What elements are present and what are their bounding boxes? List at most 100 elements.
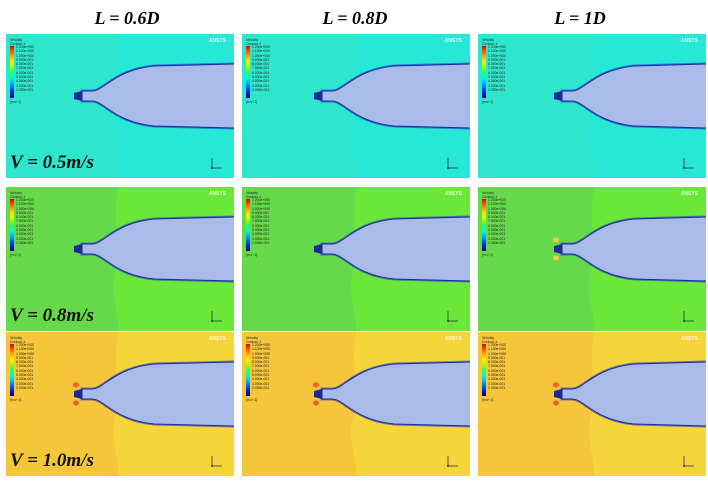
contour-panel: Velocity Contour 1 1.200e+000 1.100e+000 1.0… bbox=[6, 332, 234, 476]
hull-body bbox=[561, 361, 706, 427]
color-bar-ticks: 1.200e+000 1.100e+000 1.000e+000 9.000e-001… bbox=[16, 45, 34, 92]
tick-label: 9.000e-001 bbox=[252, 57, 270, 62]
legend-title: Velocity Contour 1 bbox=[482, 38, 497, 46]
legend-title: Velocity Contour 1 bbox=[10, 191, 25, 199]
legend-contour: Contour 1 bbox=[482, 340, 498, 344]
tick-label: 1.100e+000 bbox=[252, 202, 271, 207]
tick-label: 5.000e-001 bbox=[252, 75, 270, 80]
tick-label: 1.000e+000 bbox=[252, 206, 271, 211]
color-bar bbox=[246, 46, 250, 98]
tick-label: 6.000e-001 bbox=[16, 368, 34, 373]
flow-field bbox=[6, 187, 234, 331]
tick-label: 7.000e-001 bbox=[488, 66, 506, 71]
tick-label: 2.000e-001 bbox=[16, 240, 34, 245]
tick-label: 7.000e-001 bbox=[252, 66, 270, 71]
tick-label: 1.000e+000 bbox=[488, 206, 507, 211]
tick-label: 2.000e-001 bbox=[252, 385, 270, 390]
contour-panel: Velocity Contour 1 1.200e+000 1.100e+000 1.0… bbox=[6, 34, 234, 178]
tick-label: 1.200e+000 bbox=[16, 45, 35, 49]
legend-contour: Contour 1 bbox=[246, 42, 262, 46]
flow-field bbox=[478, 187, 706, 331]
ansys-logo: ANSYS bbox=[444, 38, 462, 44]
tick-label: 5.000e-001 bbox=[488, 75, 506, 80]
tick-label: 3.000e-001 bbox=[16, 236, 34, 241]
hull-body bbox=[321, 216, 470, 282]
tick-label: 5.000e-001 bbox=[252, 228, 270, 233]
tick-label: 4.000e-001 bbox=[488, 79, 506, 84]
tick-label: 8.000e-001 bbox=[252, 215, 270, 220]
tick-label: 1.200e+000 bbox=[488, 343, 507, 347]
legend-variable: Velocity bbox=[10, 191, 23, 195]
legend-unit: [m s^-1] bbox=[246, 253, 258, 257]
bow-tip bbox=[74, 389, 82, 399]
tick-label: 1.100e+000 bbox=[16, 347, 35, 352]
tick-label: 2.000e-001 bbox=[488, 240, 506, 245]
tick-label: 6.000e-001 bbox=[488, 70, 506, 75]
legend-title: Velocity Contour 1 bbox=[10, 336, 25, 344]
legend-unit: [m s^-1] bbox=[482, 100, 494, 104]
tick-label: 1.100e+000 bbox=[488, 347, 507, 352]
legend-variable: Velocity bbox=[482, 38, 495, 42]
tick-label: 5.000e-001 bbox=[16, 75, 34, 80]
ansys-logo: ANSYS bbox=[680, 38, 698, 44]
tick-label: 1.100e+000 bbox=[252, 49, 271, 54]
hull-body bbox=[81, 63, 234, 129]
tick-label: 6.000e-001 bbox=[252, 368, 270, 373]
axis-triad-icon bbox=[683, 158, 694, 169]
hull-body bbox=[81, 216, 234, 282]
tick-label: 1.100e+000 bbox=[488, 49, 507, 54]
bow-tip bbox=[554, 91, 562, 101]
axis-triad-icon bbox=[211, 311, 222, 322]
axis-triad-icon bbox=[683, 456, 694, 467]
legend-title: Velocity Contour 1 bbox=[246, 38, 261, 46]
tick-label: 9.000e-001 bbox=[16, 355, 34, 360]
ansys-logo: ANSYS bbox=[208, 38, 226, 44]
tick-label: 5.000e-001 bbox=[488, 373, 506, 378]
tick-label: 2.000e-001 bbox=[16, 87, 34, 92]
axis-triad-icon bbox=[447, 158, 458, 169]
tick-label: 9.000e-001 bbox=[252, 355, 270, 360]
tick-label: 1.200e+000 bbox=[16, 343, 35, 347]
tick-label: 6.000e-001 bbox=[488, 368, 506, 373]
color-bar-ticks: 1.200e+000 1.100e+000 1.000e+000 9.000e-001… bbox=[488, 198, 506, 245]
axis-triad-icon bbox=[447, 456, 458, 467]
legend-unit: [m s^-1] bbox=[10, 253, 22, 257]
tick-label: 7.000e-001 bbox=[16, 66, 34, 71]
ansys-logo: ANSYS bbox=[444, 336, 462, 342]
column-header: L = 1D bbox=[554, 8, 606, 28]
tick-label: 3.000e-001 bbox=[488, 236, 506, 241]
color-bar-ticks: 1.200e+000 1.100e+000 1.000e+000 9.000e-001… bbox=[252, 45, 270, 92]
legend-variable: Velocity bbox=[246, 38, 259, 42]
color-bar-ticks: 1.200e+000 1.100e+000 1.000e+000 9.000e-001… bbox=[252, 198, 270, 245]
color-bar-ticks: 1.200e+000 1.100e+000 1.000e+000 9.000e-001… bbox=[488, 45, 506, 92]
hull-body bbox=[81, 361, 234, 427]
legend-variable: Velocity bbox=[482, 191, 495, 195]
tick-label: 1.200e+000 bbox=[252, 343, 271, 347]
tick-label: 8.000e-001 bbox=[16, 360, 34, 365]
tick-label: 9.000e-001 bbox=[252, 210, 270, 215]
flow-field bbox=[242, 187, 470, 331]
stagnation-spot bbox=[553, 382, 559, 388]
tick-label: 1.100e+000 bbox=[16, 49, 35, 54]
tick-label: 3.000e-001 bbox=[252, 236, 270, 241]
bow-tip bbox=[314, 389, 322, 399]
axis-triad-icon bbox=[683, 311, 694, 322]
tick-label: 8.000e-001 bbox=[488, 215, 506, 220]
tick-label: 5.000e-001 bbox=[252, 373, 270, 378]
tick-label: 1.000e+000 bbox=[16, 53, 35, 58]
legend-contour: Contour 1 bbox=[10, 42, 26, 46]
flow-field bbox=[6, 332, 234, 476]
contour-panel: Velocity Contour 1 1.200e+000 1.100e+000 1.0… bbox=[242, 187, 470, 331]
tick-label: 2.000e-001 bbox=[488, 87, 506, 92]
tick-label: 6.000e-001 bbox=[488, 223, 506, 228]
hull-body bbox=[321, 361, 470, 427]
ansys-logo: ANSYS bbox=[680, 191, 698, 197]
bow-tip bbox=[74, 91, 82, 101]
tick-label: 6.000e-001 bbox=[252, 70, 270, 75]
legend-title: Velocity Contour 1 bbox=[246, 191, 261, 199]
tick-label: 7.000e-001 bbox=[488, 364, 506, 369]
legend-contour: Contour 1 bbox=[482, 195, 498, 199]
flow-field bbox=[242, 34, 470, 178]
tick-label: 1.200e+000 bbox=[16, 198, 35, 202]
tick-label: 9.000e-001 bbox=[16, 210, 34, 215]
